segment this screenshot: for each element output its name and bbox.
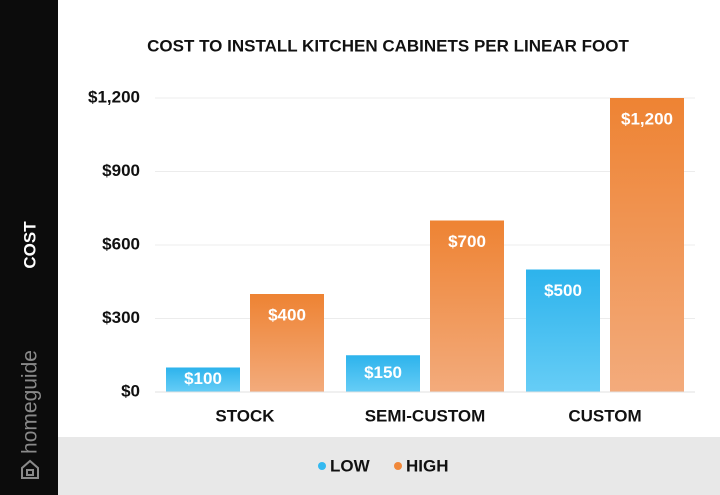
x-tick-label: STOCK bbox=[215, 406, 275, 425]
bar bbox=[430, 220, 504, 392]
bar bbox=[526, 269, 600, 392]
value-label: $700 bbox=[448, 232, 486, 251]
bar bbox=[346, 355, 420, 392]
bar bbox=[250, 294, 324, 392]
logo-icon bbox=[21, 459, 39, 479]
bar bbox=[166, 367, 240, 392]
y-tick-label: $900 bbox=[102, 161, 140, 180]
legend-label: HIGH bbox=[406, 456, 449, 475]
y-tick-label: $1,200 bbox=[88, 87, 140, 106]
y-tick-label: $600 bbox=[102, 234, 140, 253]
bar bbox=[610, 98, 684, 392]
chart-title: COST TO INSTALL KITCHEN CABINETS PER LIN… bbox=[147, 36, 629, 55]
value-label: $150 bbox=[364, 363, 402, 382]
legend-marker bbox=[318, 462, 326, 470]
legend-label: LOW bbox=[330, 456, 371, 475]
value-label: $1,200 bbox=[621, 109, 673, 128]
value-label: $100 bbox=[184, 369, 222, 388]
y-tick-label: $0 bbox=[121, 381, 140, 400]
sidebar bbox=[0, 0, 58, 495]
x-tick-label: CUSTOM bbox=[568, 406, 641, 425]
y-axis-label: COST bbox=[20, 221, 39, 269]
legend-band bbox=[58, 437, 720, 495]
value-label: $500 bbox=[544, 281, 582, 300]
watermark: homeguide bbox=[19, 350, 42, 454]
y-tick-label: $300 bbox=[102, 308, 140, 327]
legend-marker bbox=[394, 462, 402, 470]
x-tick-label: SEMI-CUSTOM bbox=[365, 406, 486, 425]
value-label: $400 bbox=[268, 305, 306, 324]
